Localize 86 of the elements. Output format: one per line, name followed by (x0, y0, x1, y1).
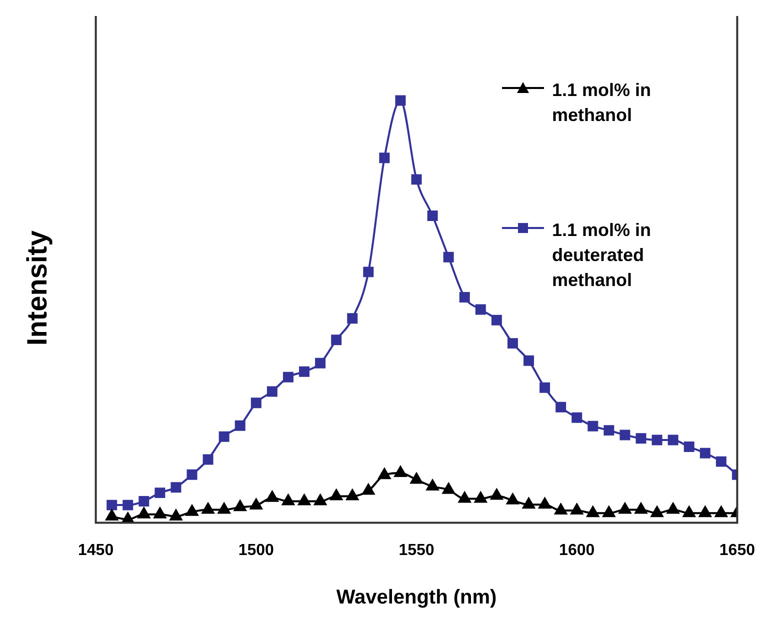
point (650, 506, 664, 518)
point (106, 509, 118, 520)
point (474, 492, 487, 503)
point (298, 494, 310, 506)
point (266, 490, 278, 502)
point (540, 382, 550, 393)
point (363, 266, 374, 278)
point (652, 434, 662, 446)
point (106, 500, 118, 510)
point (202, 502, 214, 514)
point (170, 482, 182, 493)
point (475, 304, 486, 315)
point (714, 506, 728, 518)
point (234, 420, 246, 431)
point (666, 502, 680, 514)
y-axis-title: Intensity (22, 230, 54, 346)
point (490, 488, 503, 500)
point (700, 448, 710, 458)
legend-label: 1.1 mol% in methanol (552, 79, 652, 127)
point (122, 500, 134, 510)
point (618, 502, 632, 514)
point (668, 434, 678, 446)
point (186, 504, 198, 516)
point (538, 498, 551, 509)
point (154, 507, 166, 518)
x-tick-label: 1450 (78, 542, 114, 559)
point (250, 398, 262, 408)
point (347, 313, 358, 324)
point (604, 425, 614, 436)
point (299, 366, 310, 377)
point (266, 386, 278, 397)
point (524, 355, 534, 366)
point (282, 494, 294, 506)
point (379, 152, 390, 164)
point (314, 494, 326, 506)
point (620, 430, 630, 440)
point (570, 504, 584, 515)
point (636, 433, 646, 444)
point (362, 484, 375, 495)
point (218, 502, 230, 514)
point (282, 372, 294, 382)
legend-label: 1.1 mol% in deuterated methanol (552, 219, 652, 292)
point (586, 506, 600, 518)
point (716, 456, 726, 467)
point (234, 500, 246, 512)
point (378, 468, 391, 480)
point (458, 492, 471, 503)
x-tick-label: 1650 (719, 542, 756, 559)
point (554, 504, 568, 515)
x-tick-label: 1600 (559, 542, 595, 559)
x-tick-label: 1500 (238, 542, 274, 559)
point (506, 493, 519, 504)
point (395, 95, 406, 106)
point (411, 174, 422, 185)
point (138, 496, 150, 507)
point (154, 488, 166, 498)
point (315, 358, 326, 368)
point (138, 507, 150, 518)
point (346, 489, 359, 500)
point (698, 506, 712, 518)
point (572, 412, 582, 423)
point (170, 509, 182, 520)
point (330, 489, 343, 500)
point (634, 502, 648, 514)
point (394, 466, 407, 477)
point (602, 506, 616, 518)
point (426, 479, 439, 490)
point (331, 334, 342, 346)
point (491, 314, 502, 326)
point (410, 472, 423, 484)
point (427, 210, 438, 222)
point (250, 498, 262, 510)
point (556, 402, 566, 412)
point (442, 482, 455, 494)
point (443, 252, 454, 262)
point (522, 498, 535, 509)
point (202, 454, 214, 465)
x-axis-title: Wavelength (nm) (336, 586, 497, 609)
point (684, 442, 694, 452)
point (507, 338, 518, 349)
point (588, 420, 598, 432)
point (186, 469, 198, 480)
x-tick-label: 1550 (398, 542, 434, 559)
point (682, 506, 696, 518)
point (218, 431, 230, 442)
point (459, 292, 470, 303)
